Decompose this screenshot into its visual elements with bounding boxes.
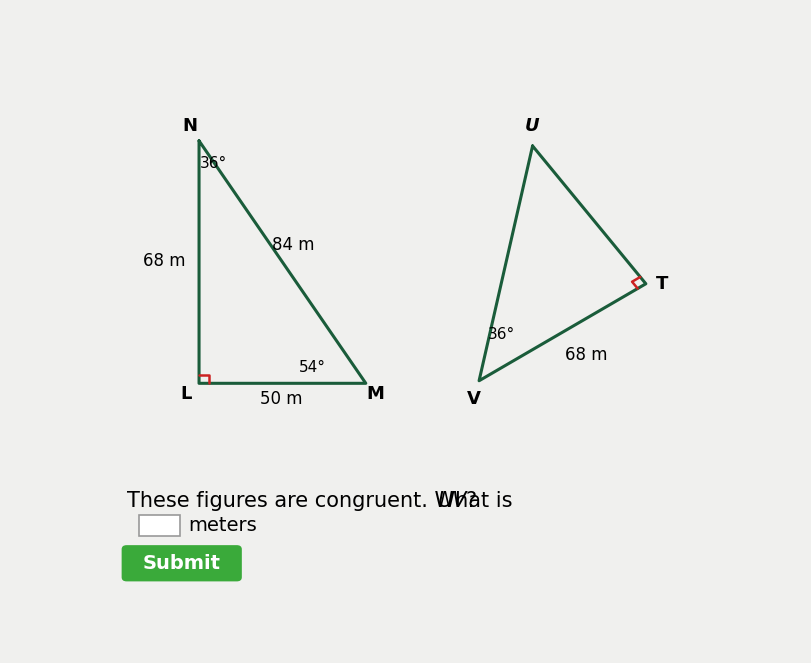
Text: 68 m: 68 m [143, 252, 186, 270]
Text: 36°: 36° [200, 156, 227, 171]
Text: 54°: 54° [298, 361, 325, 375]
FancyBboxPatch shape [122, 545, 242, 581]
Text: 84 m: 84 m [272, 237, 315, 255]
Text: M: M [366, 385, 384, 402]
Text: 50 m: 50 m [260, 390, 302, 408]
Text: L: L [181, 385, 192, 402]
Text: U: U [525, 117, 539, 135]
Text: 36°: 36° [487, 328, 514, 342]
Text: These figures are congruent. What is: These figures are congruent. What is [127, 491, 518, 511]
Text: Submit: Submit [143, 554, 221, 573]
Text: UV: UV [438, 491, 467, 511]
Text: meters: meters [188, 516, 257, 535]
Bar [139, 515, 180, 536]
Text: V: V [466, 390, 480, 408]
Text: T: T [654, 274, 667, 293]
Text: ?: ? [465, 491, 476, 511]
Text: 68 m: 68 m [564, 346, 607, 364]
Text: N: N [182, 117, 197, 135]
